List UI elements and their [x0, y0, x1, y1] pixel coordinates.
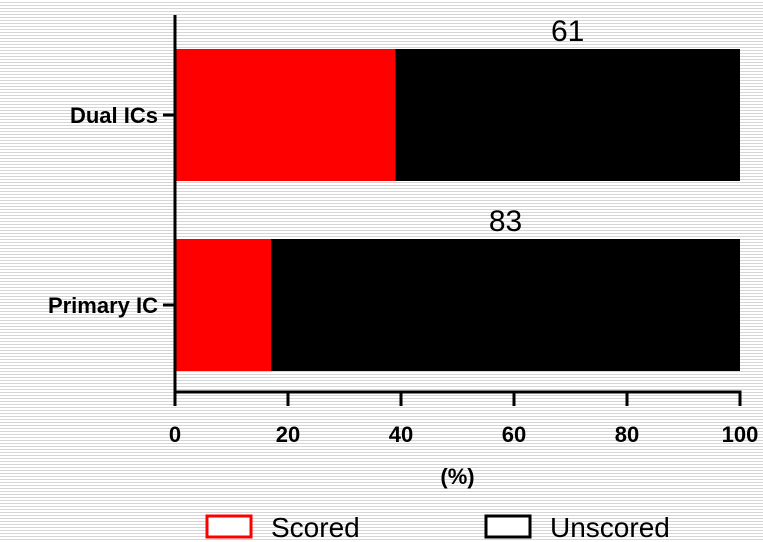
axes-group — [173, 15, 742, 394]
legend-label-unscored: Unscored — [550, 512, 670, 542]
bar-scored-1 — [175, 49, 396, 181]
bar-unscored-2 — [271, 239, 740, 371]
x-axis-title: (%) — [440, 464, 474, 489]
legend-swatch-scored — [205, 514, 253, 539]
bar-scored-2 — [175, 239, 272, 371]
x-tick-label: 60 — [502, 422, 526, 447]
bars-group — [175, 49, 740, 371]
bar-unscored-1 — [395, 49, 740, 181]
data-labels-group: 61 83 — [489, 15, 585, 238]
x-tick-label: 80 — [615, 422, 639, 447]
data-label: 61 — [551, 15, 584, 48]
x-ticks-group: 0 20 40 60 80 100 — [169, 392, 758, 447]
legend-label-scored: Scored — [271, 512, 360, 542]
legend: Scored Unscored — [205, 512, 670, 542]
x-tick-label: 100 — [722, 422, 759, 447]
y-category-label: Dual ICs — [70, 103, 158, 128]
x-tick-label: 40 — [389, 422, 413, 447]
x-tick-label: 0 — [169, 422, 181, 447]
data-label: 83 — [489, 205, 522, 238]
x-tick-label: 20 — [276, 422, 300, 447]
y-ticks-group: Dual ICs Primary IC — [48, 103, 175, 318]
y-category-label: Primary IC — [48, 293, 158, 318]
legend-swatch-unscored — [484, 514, 532, 539]
